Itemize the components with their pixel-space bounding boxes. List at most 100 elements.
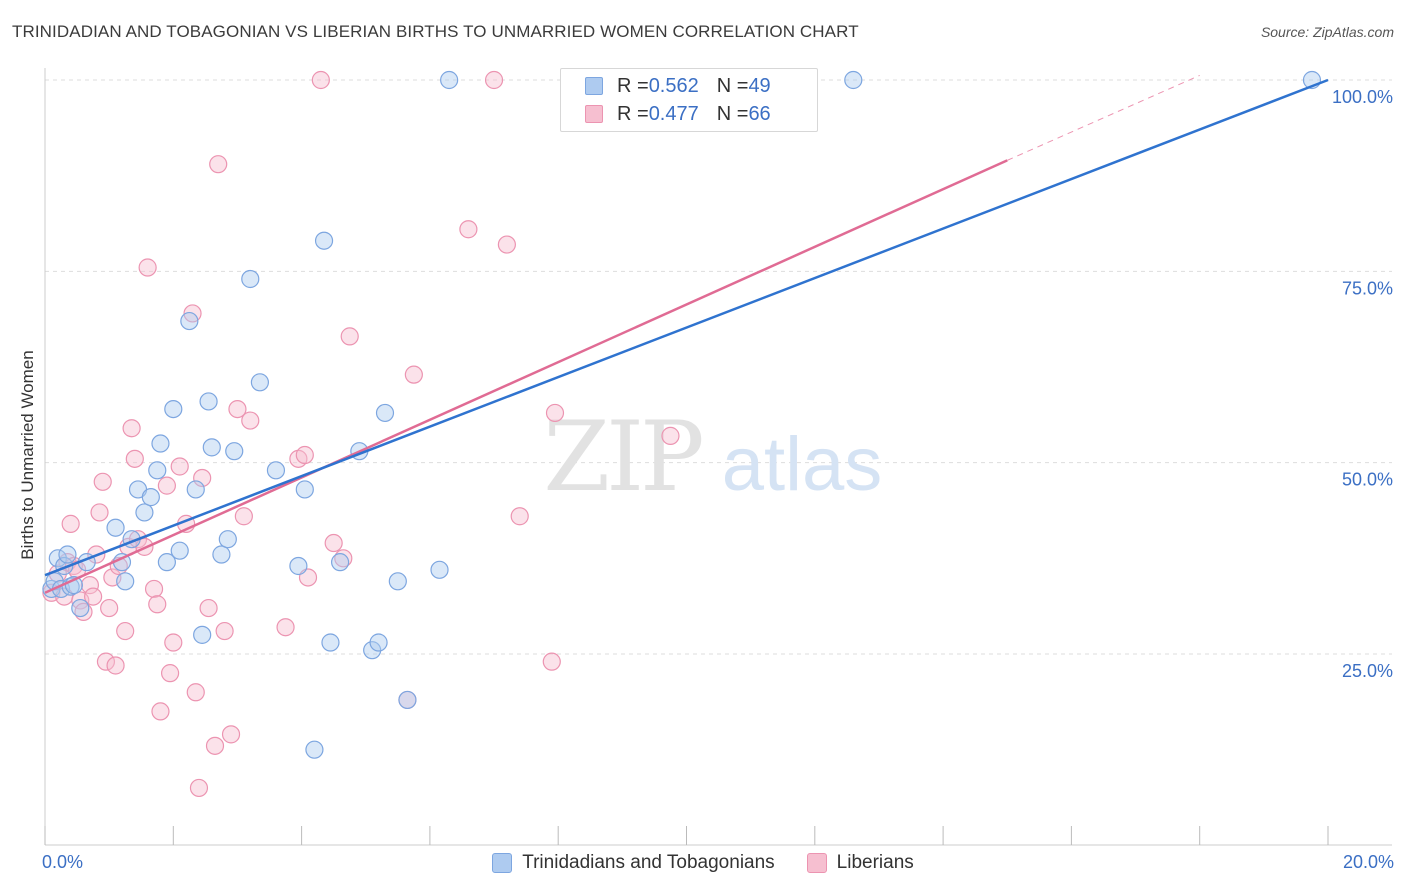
legend-swatch-blue — [585, 77, 603, 95]
y-axis-label: Births to Unmarried Women — [18, 350, 37, 560]
source-label: Source: ZipAtlas.com — [1260, 24, 1394, 40]
liberians-point — [209, 155, 228, 174]
trinidadians-point — [141, 488, 160, 507]
liberians-point — [96, 652, 116, 671]
legend-swatch-pink — [585, 105, 603, 123]
legend-r-value: 0.477 — [648, 102, 699, 125]
watermark: ZIP atlas — [543, 401, 882, 513]
watermark-zip: ZIP — [543, 401, 702, 513]
chart-title: TRINIDADIAN AND TOBAGONIAN VS LIBERIAN B… — [12, 22, 859, 41]
y-tick-label: 75.0% — [1342, 278, 1393, 298]
legend-swatch-pink — [806, 853, 827, 873]
liberians-point — [295, 445, 314, 465]
liberians-point — [241, 411, 260, 430]
trinidadians-point — [844, 70, 863, 90]
liberians-point — [459, 220, 478, 239]
trinidadians-point — [369, 633, 388, 652]
liberians-trend-extension — [1007, 74, 1200, 161]
legend-n-label: N = — [716, 74, 749, 97]
y-tick-label: 100.0% — [1332, 87, 1393, 107]
trinidadians-point — [225, 442, 244, 461]
trinidadians-point — [164, 399, 183, 419]
trinidadians-point — [135, 503, 154, 522]
trinidadians-point — [266, 461, 286, 480]
trinidadians-point — [71, 598, 90, 618]
liberians-point — [138, 258, 157, 277]
liberians-point — [106, 656, 125, 675]
liberians-point — [84, 587, 103, 606]
liberians-point — [189, 778, 209, 798]
legend-swatch-blue — [492, 853, 513, 873]
axes — [44, 68, 1392, 846]
legend-item-liberians[interactable]: Liberians — [806, 852, 914, 874]
liberians-point — [144, 579, 164, 599]
liberians-point — [90, 503, 109, 522]
trinidadians-point — [430, 560, 449, 579]
liberians-point — [340, 327, 359, 346]
liberians-point — [228, 399, 247, 419]
legend-item-label: Trinidadians and Tobagonians — [522, 852, 775, 873]
x-axis-min-label: 0.0% — [42, 852, 84, 872]
y-tick-label: 25.0% — [1342, 661, 1393, 681]
trinidadians-point — [170, 541, 189, 560]
legend-item-label: Liberians — [836, 852, 914, 873]
legend-r-value: 0.562 — [648, 74, 699, 97]
liberians-point — [151, 702, 170, 721]
liberians-point — [80, 576, 100, 595]
trinidadians-point — [106, 518, 125, 537]
liberians-point — [311, 70, 330, 90]
liberians-point — [221, 725, 241, 744]
stats-legend: R = 0.562 N = 49 R = 0.477 N = 66 — [560, 68, 818, 132]
liberians-point — [324, 533, 343, 553]
legend-row-trinidadians: R = 0.562 N = 49 — [585, 74, 771, 98]
legend-n-label: N = — [716, 102, 749, 125]
y-tick-label: 50.0% — [1342, 470, 1393, 490]
liberians-point — [160, 664, 180, 683]
trinidadians-point — [202, 438, 221, 457]
liberians-point — [170, 457, 189, 476]
liberians-point — [122, 419, 141, 438]
trinidadians-point — [305, 740, 324, 759]
trinidadians-point — [375, 403, 395, 423]
liberians-point — [125, 449, 144, 468]
trinidadians-point — [116, 572, 135, 591]
liberians-point — [93, 472, 112, 491]
liberians-point — [404, 365, 423, 384]
trinidadians-point — [193, 625, 212, 644]
liberians-point — [199, 598, 218, 618]
trinidadians-point — [212, 545, 231, 564]
liberians-trend-line — [44, 159, 1008, 594]
liberians-point — [276, 618, 295, 637]
x-axis-max-label: 20.0% — [1342, 852, 1394, 872]
legend-n-value: 49 — [748, 74, 771, 97]
liberians-point — [148, 595, 167, 614]
liberians-point — [157, 476, 176, 495]
liberians-point — [100, 598, 119, 618]
trinidadians-point — [180, 311, 199, 331]
liberians-point — [164, 633, 183, 652]
legend-item-trinidadians[interactable]: Trinidadians and Tobagonians — [492, 852, 775, 874]
gridlines — [45, 79, 1392, 655]
trinidadians-trend-line — [44, 78, 1329, 577]
trinidadians-point — [157, 553, 176, 572]
trinidadians-point — [218, 530, 237, 549]
liberians-point — [510, 507, 529, 526]
liberians-point — [661, 426, 680, 445]
trinidadians-point — [295, 480, 314, 499]
trinidadians-point — [58, 545, 77, 564]
legend-r-label: R = — [617, 74, 649, 97]
trinidadians-point — [388, 572, 407, 591]
trinidadians-point — [151, 434, 170, 453]
y-tick-labels: 25.0% 50.0% 75.0% 100.0% — [1332, 87, 1393, 681]
liberians-point — [116, 621, 135, 641]
trinidadians-point — [330, 553, 350, 572]
liberians-point — [545, 403, 565, 423]
liberians-point — [205, 736, 225, 755]
liberians-point — [215, 621, 234, 641]
trinidadians-point — [241, 269, 260, 289]
legend-row-liberians: R = 0.477 N = 66 — [585, 102, 771, 126]
trinidadians-point — [148, 461, 167, 480]
trinidadians-point — [440, 70, 459, 90]
trinidadians-point — [186, 480, 205, 499]
